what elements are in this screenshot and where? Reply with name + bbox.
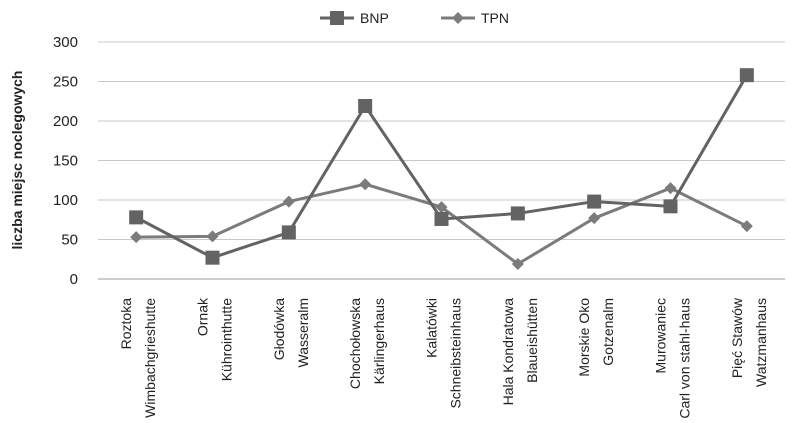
y-tick-label: 250 — [53, 74, 78, 91]
legend-swatch-marker — [330, 11, 344, 25]
data-point-tpn — [282, 195, 295, 208]
x-axis-labels: Roztoka Wimbachgrieshutte Ornak Kührointhut… — [118, 297, 769, 419]
legend-item-tpn: TPN — [441, 10, 509, 26]
x-tick-label-line: Hala Kondratowa — [500, 298, 516, 406]
y-tick-label: 200 — [53, 113, 78, 130]
x-tick-label-line: Morskie Oko — [576, 298, 592, 377]
data-point-bnp — [129, 210, 144, 225]
x-tick-label-line: Murowaniec — [653, 298, 669, 373]
x-tick-label: Roztoka Wimbachgrieshutte — [118, 298, 158, 418]
x-tick-label: Murowaniec Carl von stahl-haus — [653, 298, 693, 419]
data-point-tpn — [588, 212, 601, 225]
x-tick-label: Pięć Stawów Watzmanhaus — [729, 297, 769, 387]
data-point-bnp — [281, 225, 296, 240]
data-point-tpn — [359, 178, 372, 191]
x-tick-label-line: Wasseralm — [295, 298, 311, 368]
x-tick-label-line: Chochołowska — [347, 298, 363, 389]
data-point-bnp — [205, 250, 220, 265]
y-axis-ticks: 0 50 100 150 200 250 300 — [53, 34, 78, 288]
y-tick-label: 150 — [53, 153, 78, 170]
x-tick-label-line: Schneibsteinhaus — [448, 298, 464, 409]
y-tick-label: 100 — [53, 192, 78, 209]
legend-swatch-marker — [452, 12, 464, 24]
data-point-bnp — [587, 194, 602, 209]
x-tick-label: Chochołowska Kärlingerhaus — [347, 298, 387, 389]
data-point-tpn — [130, 231, 143, 244]
legend-item-bnp: BNP — [320, 10, 389, 26]
y-tick-label: 0 — [70, 271, 78, 288]
data-point-bnp — [434, 211, 449, 226]
x-tick-label-line: Głodówka — [271, 298, 287, 360]
x-tick-label-line: Wimbachgrieshutte — [142, 298, 158, 418]
x-tick-label: Ornak Kührointhutte — [195, 297, 235, 381]
series-layer — [129, 68, 754, 270]
series-tpn — [130, 178, 753, 270]
x-tick-label-line: Kärlingerhaus — [371, 298, 387, 384]
data-point-tpn — [511, 257, 524, 270]
x-tick-label-line: Kührointhutte — [219, 298, 235, 381]
y-tick-label: 50 — [61, 232, 78, 249]
data-point-bnp — [358, 98, 373, 113]
data-point-bnp — [663, 199, 678, 214]
data-point-tpn — [740, 220, 753, 233]
x-tick-label-line: Carl von stahl-haus — [677, 298, 693, 419]
data-point-tpn — [206, 230, 219, 243]
x-tick-label: Kalatówki Schneibsteinhaus — [424, 298, 464, 409]
x-tick-label-line: Kalatówki — [424, 298, 440, 358]
x-tick-label: Głodówka Wasseralm — [271, 298, 311, 368]
x-tick-label-line: Pięć Stawów — [729, 297, 745, 378]
data-point-bnp — [739, 68, 754, 83]
x-tick-label-line: Roztoka — [118, 298, 134, 350]
legend-label: BNP — [360, 10, 389, 26]
legend-label: TPN — [481, 10, 509, 26]
data-point-tpn — [435, 201, 448, 214]
x-tick-label-line: Blaueishütten — [524, 298, 540, 383]
y-axis-title: liczba miejsc noclegowych — [9, 71, 25, 250]
legend: BNP TPN — [320, 10, 509, 26]
y-tick-label: 300 — [53, 34, 78, 51]
x-tick-label-line: Gotzenalm — [600, 298, 616, 366]
x-tick-label: Hala Kondratowa Blaueishütten — [500, 298, 540, 406]
series-bnp — [129, 68, 754, 265]
gridlines — [98, 41, 785, 240]
x-tick-label-line: Watzmanhaus — [753, 298, 769, 387]
x-tick-label: Morskie Oko Gotzenalm — [576, 298, 616, 377]
x-tick-label-line: Ornak — [195, 297, 211, 336]
data-point-bnp — [510, 206, 525, 221]
data-point-tpn — [664, 182, 677, 195]
